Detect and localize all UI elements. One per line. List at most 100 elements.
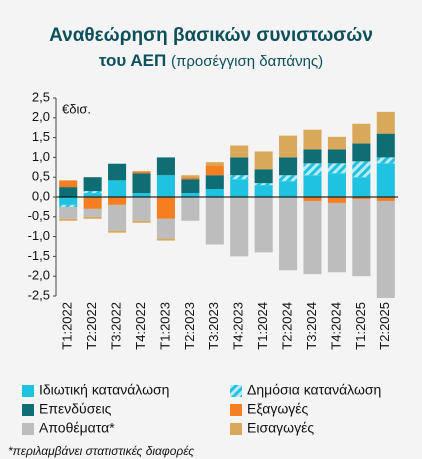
- bar-segment: [132, 220, 151, 223]
- legend-label: Δημόσια κατανάλωση: [247, 382, 381, 398]
- legend-swatch: [22, 404, 34, 416]
- unit-label: €δισ.: [62, 101, 91, 116]
- x-tick-label: T2:2024: [280, 302, 295, 350]
- bar-segment: [59, 187, 78, 197]
- x-tick-label: T3:2024: [304, 302, 319, 350]
- legend-label: Ιδιωτική κατανάλωση: [39, 382, 169, 398]
- legend-label: Εξαγωγές: [247, 401, 308, 417]
- bar-segment: [230, 175, 249, 180]
- y-tick-label: -2,5: [28, 287, 50, 302]
- bar-segment: [132, 173, 151, 194]
- bar-segment: [327, 173, 346, 197]
- bar-segment: [376, 163, 395, 197]
- bar-segment: [59, 218, 78, 221]
- bar-segment: [279, 197, 298, 271]
- bar-segment: [230, 179, 249, 197]
- legend-swatch: [22, 423, 34, 435]
- x-tick-label: T4:2024: [328, 302, 343, 350]
- bar-segment: [303, 149, 322, 164]
- bar-segment: [303, 200, 322, 275]
- bar-segment: [303, 197, 322, 201]
- bar-segment: [181, 175, 200, 178]
- bar-segment: [132, 171, 151, 174]
- bar-segment: [205, 197, 224, 245]
- bar-segment: [59, 180, 78, 188]
- legend-swatch: [22, 385, 34, 397]
- bar-segment: [279, 157, 298, 176]
- bar-segment: [108, 180, 127, 197]
- bar-segment: [352, 177, 371, 197]
- bar-segment: [108, 197, 127, 205]
- bar-segment: [254, 151, 273, 170]
- y-tick-label: 0,5: [32, 169, 50, 184]
- bar-segment: [205, 175, 224, 190]
- y-tick-label: -2,0: [28, 268, 50, 283]
- x-tick-label: T3:2023: [206, 302, 221, 350]
- x-tick-label: T1:2024: [255, 302, 270, 350]
- bar-segment: [376, 157, 395, 164]
- bar-segment: [83, 193, 102, 197]
- bar-segment: [327, 163, 346, 174]
- bar-segment: [156, 175, 175, 197]
- chart-title-line: του ΑΕΠ (προσέγγιση δαπάνης): [99, 51, 323, 70]
- bar-segment: [376, 200, 395, 298]
- bar-segment: [156, 197, 175, 219]
- x-tick-label: T1:2025: [353, 302, 368, 350]
- bar-segment: [254, 169, 273, 184]
- bar-segment: [83, 197, 102, 209]
- bar-segment: [59, 197, 78, 205]
- bar-segment: [181, 197, 200, 221]
- legend-swatch: [230, 385, 242, 397]
- bar-segment: [108, 204, 127, 231]
- bar-segment: [352, 198, 371, 277]
- bar-segment: [376, 111, 395, 134]
- bar-segment: [156, 238, 175, 241]
- bar-segment: [303, 129, 322, 150]
- legend-label: Αποθέματα*: [39, 420, 115, 436]
- x-tick-label: T1:2022: [60, 302, 75, 350]
- bar-segment: [303, 163, 322, 176]
- y-tick-label: 0,0: [32, 188, 50, 203]
- x-tick-label: T4:2022: [133, 302, 148, 350]
- bar-segment: [83, 216, 102, 219]
- bar-segment: [205, 162, 224, 166]
- bar-segment: [352, 143, 371, 162]
- bar-segment: [132, 197, 151, 221]
- bar-segment: [83, 208, 102, 217]
- bar-segment: [108, 163, 127, 181]
- legend-swatch: [230, 423, 242, 435]
- y-tick-label: -1,5: [28, 248, 50, 263]
- bar-segment: [181, 177, 200, 180]
- bar-segment: [279, 181, 298, 197]
- legend-label: Εισαγωγές: [247, 420, 314, 436]
- x-tick-label: T2:2023: [182, 302, 197, 350]
- y-tick-label: -0,5: [28, 208, 50, 223]
- chart-title: του ΑΕΠ: [99, 51, 166, 70]
- bar-segment: [83, 191, 102, 194]
- bar-segment: [156, 157, 175, 176]
- bar-segment: [327, 149, 346, 164]
- bar-segment: [181, 193, 200, 197]
- bar-segment: [352, 161, 371, 178]
- chart-subtitle: (προσέγγιση δαπάνης): [171, 53, 323, 70]
- bar-segment: [132, 193, 151, 197]
- y-tick-label: 1,0: [32, 149, 50, 164]
- bar-segment: [279, 135, 298, 158]
- bar-segment: [230, 145, 249, 158]
- bar-segment: [59, 204, 78, 207]
- bar-segment: [279, 175, 298, 182]
- bar-segment: [254, 197, 273, 253]
- bar-segment: [108, 230, 127, 233]
- bar-segment: [230, 157, 249, 176]
- bar-segment: [83, 177, 102, 192]
- x-tick-label: T3:2022: [109, 302, 124, 350]
- bar-segment: [376, 197, 395, 201]
- x-tick-label: T4:2023: [231, 302, 246, 350]
- bar-segment: [254, 185, 273, 197]
- y-tick-label: -1,0: [28, 228, 50, 243]
- x-tick-label: T1:2023: [157, 302, 172, 350]
- x-tick-label: T2:2022: [84, 302, 99, 350]
- footnote: *περιλαμβάνει στατιστικές διαφορές: [8, 444, 194, 458]
- y-tick-label: 2,5: [32, 89, 50, 104]
